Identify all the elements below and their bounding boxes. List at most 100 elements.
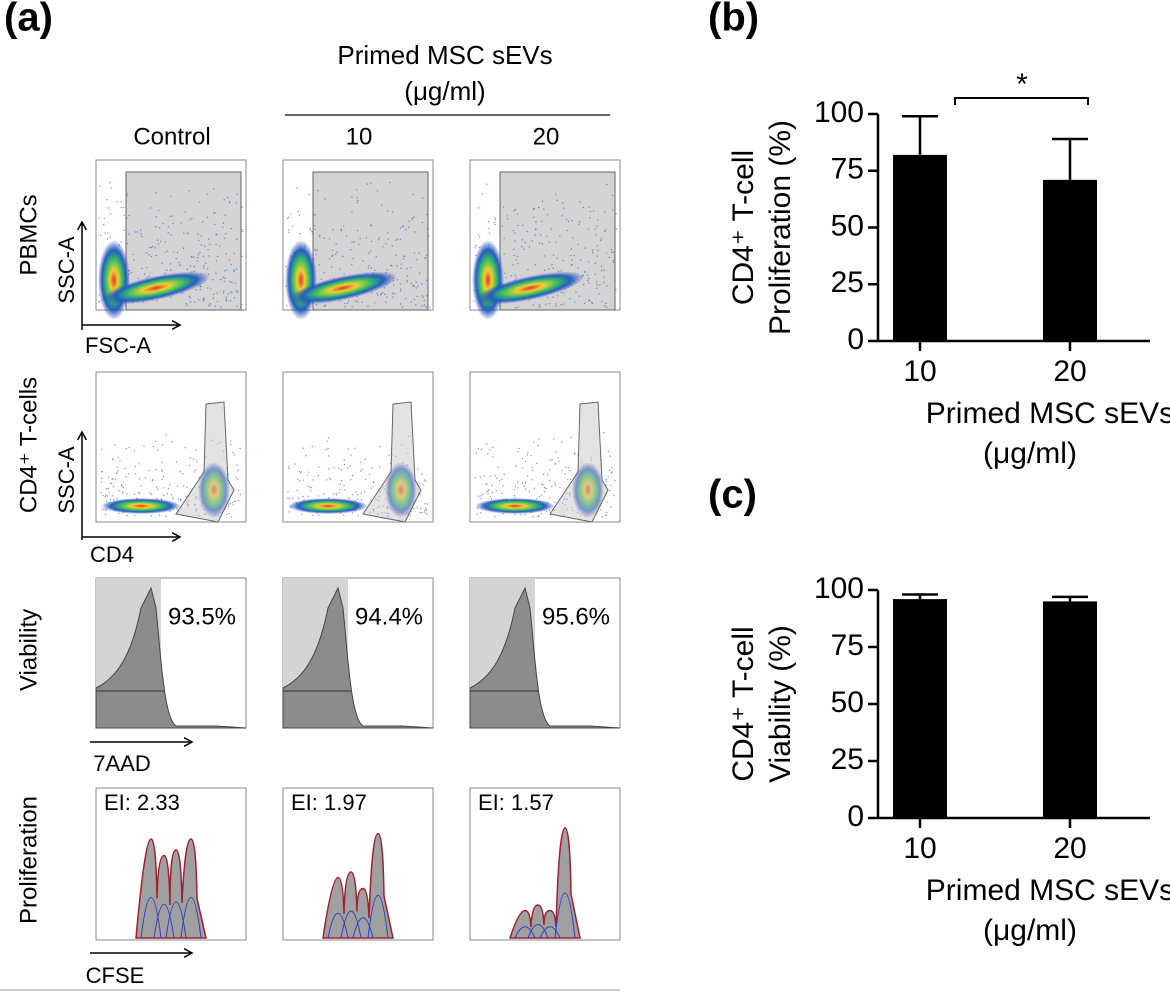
event-dot	[140, 485, 142, 487]
event-dot	[363, 491, 366, 493]
event-dot	[380, 292, 383, 295]
event-dot	[606, 501, 609, 503]
event-dot	[491, 484, 493, 487]
event-dot	[412, 285, 414, 287]
event-dot	[491, 446, 494, 449]
event-dot	[234, 500, 237, 503]
event-dot	[548, 302, 551, 305]
event-dot	[604, 229, 607, 231]
event-dot	[501, 478, 503, 481]
event-dot	[391, 245, 393, 247]
event-dot	[563, 292, 565, 294]
event-dot	[539, 242, 541, 245]
x-tick-label: 20	[1053, 832, 1086, 865]
event-dot	[139, 492, 141, 495]
event-dot	[384, 301, 387, 303]
event-dot	[377, 239, 380, 241]
event-dot	[523, 485, 525, 487]
event-dot	[371, 467, 373, 469]
event-dot	[113, 498, 115, 501]
event-dot	[187, 232, 189, 234]
event-dot	[290, 213, 292, 215]
event-dot	[101, 470, 103, 473]
event-dot	[200, 235, 202, 237]
header-unit: (μg/ml)	[404, 76, 485, 106]
event-dot	[340, 228, 343, 231]
event-dot	[477, 447, 480, 450]
event-dot	[332, 493, 335, 495]
event-dot	[199, 288, 201, 291]
event-dot	[370, 224, 373, 226]
event-dot	[195, 449, 198, 451]
event-dot	[202, 255, 205, 258]
event-dot	[401, 306, 404, 308]
event-dot	[609, 484, 612, 487]
event-dot	[481, 193, 484, 195]
event-dot	[239, 447, 241, 450]
event-dot	[487, 493, 489, 495]
event-dot	[514, 240, 516, 242]
event-dot	[154, 440, 157, 443]
event-dot	[364, 458, 366, 460]
event-dot	[335, 243, 337, 245]
event-dot	[125, 217, 128, 219]
event-dot	[201, 221, 204, 223]
event-dot	[312, 479, 314, 481]
event-dot	[423, 299, 425, 302]
event-dot	[615, 212, 617, 215]
event-dot	[377, 294, 379, 297]
event-dot	[178, 261, 180, 264]
density	[101, 498, 181, 514]
density	[98, 240, 130, 320]
y-tick-label: 100	[814, 96, 864, 129]
event-dot	[161, 478, 163, 480]
event-dot	[598, 293, 600, 295]
event-dot	[170, 493, 173, 496]
event-dot	[323, 237, 325, 239]
event-dot	[204, 245, 206, 248]
event-dot	[172, 222, 174, 225]
event-dot	[114, 444, 116, 446]
event-dot	[164, 251, 166, 254]
event-dot	[493, 221, 496, 224]
event-dot	[571, 259, 573, 261]
event-dot	[605, 478, 607, 481]
event-dot	[480, 448, 483, 450]
event-dot	[117, 471, 119, 473]
event-dot	[566, 229, 568, 232]
event-dot	[540, 494, 543, 496]
event-dot	[128, 446, 130, 449]
event-dot	[571, 264, 573, 266]
event-dot	[605, 302, 607, 304]
event-dot	[367, 267, 369, 269]
event-dot	[406, 268, 408, 270]
event-dot	[150, 515, 152, 517]
event-dot	[364, 478, 367, 481]
y-axis-label: CD4⁺ T-cell	[727, 626, 760, 781]
event-dot	[488, 232, 491, 234]
event-dot	[536, 462, 538, 465]
significance-label: *	[1016, 68, 1028, 101]
y-axis-label: CD4⁺ T-cell	[727, 150, 760, 305]
event-dot	[311, 230, 313, 233]
event-dot	[313, 248, 316, 250]
header: Primed MSC sEVs	[337, 40, 552, 70]
event-dot	[521, 458, 524, 460]
event-dot	[521, 239, 524, 241]
event-dot	[425, 254, 428, 256]
event-dot	[152, 445, 155, 448]
event-dot	[558, 460, 561, 462]
event-dot	[596, 284, 598, 286]
event-dot	[227, 293, 230, 295]
event-dot	[186, 486, 188, 488]
event-dot	[175, 461, 178, 463]
event-dot	[569, 254, 572, 257]
event-dot	[569, 297, 571, 300]
event-dot	[548, 479, 551, 482]
event-dot	[521, 482, 524, 485]
event-dot	[115, 472, 118, 475]
event-dot	[324, 304, 327, 307]
event-dot	[406, 279, 408, 282]
event-dot	[395, 254, 397, 256]
event-dot	[110, 187, 112, 189]
